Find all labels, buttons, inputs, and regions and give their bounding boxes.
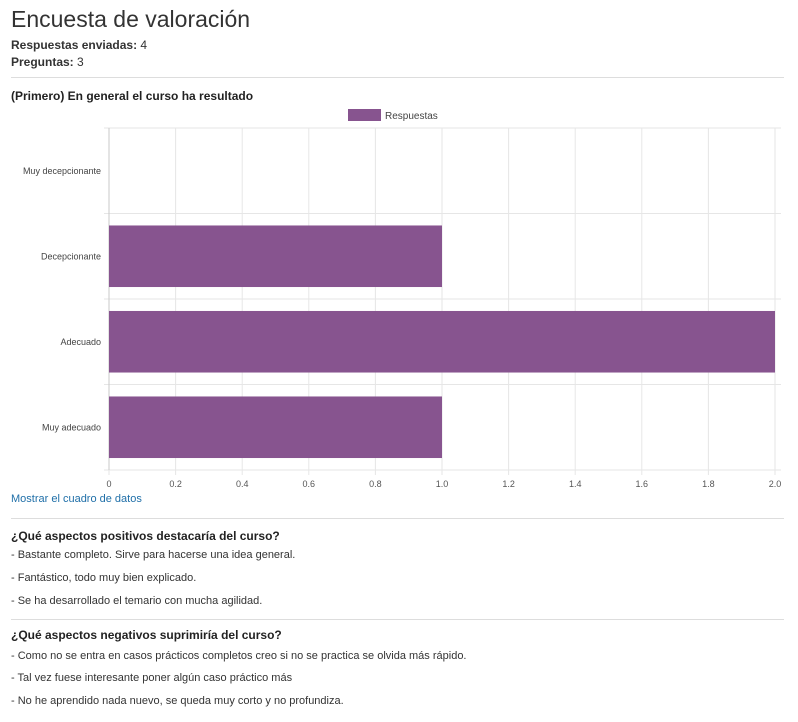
- x-tick-label: 1.2: [502, 479, 515, 489]
- bar: [109, 396, 442, 459]
- legend-label: Respuestas: [385, 111, 438, 122]
- answer-item: - Fantástico, todo muy bien explicado.: [11, 572, 197, 584]
- responses-bar-chart: Respuestas 0 0.2 0.4 0.6 0.8 1.0 1.2 1.4 1.6 1.8 2.…: [23, 109, 782, 489]
- question-1-title: (Primero) En general el curso ha resulta…: [11, 89, 254, 103]
- question-2-title: ¿Qué aspectos positivos destacaría del c…: [11, 529, 280, 543]
- x-tick-label: 1.6: [636, 479, 649, 489]
- answer-item: - Como no se entra en casos prácticos co…: [11, 650, 467, 662]
- divider: [11, 518, 784, 519]
- divider: [11, 77, 784, 78]
- bar: [109, 225, 442, 288]
- x-tick-label: 0: [106, 479, 111, 489]
- answer-item: - No he aprendido nada nuevo, se queda m…: [11, 695, 344, 707]
- divider: [11, 619, 784, 620]
- x-tick-label: 0.2: [169, 479, 182, 489]
- answer-item: - Se ha desarrollado el temario con much…: [11, 595, 263, 607]
- bar: [109, 310, 775, 373]
- page-title: Encuesta de valoración: [11, 6, 251, 32]
- x-tick-label: 0.6: [303, 479, 316, 489]
- questions-count: Preguntas: 3: [11, 55, 84, 69]
- x-tick-label: 0.4: [236, 479, 249, 489]
- questions-label: Preguntas:: [11, 55, 74, 69]
- answer-item: - Bastante completo. Sirve para hacerse …: [11, 549, 296, 561]
- legend-swatch: [348, 109, 381, 121]
- category-label: Adecuado: [60, 337, 101, 347]
- x-tick-label: 1.8: [702, 479, 715, 489]
- questions-value: 3: [77, 55, 84, 69]
- answer-item: - Tal vez fuese interesante poner algún …: [11, 672, 293, 684]
- x-tick-label: 1.4: [569, 479, 582, 489]
- x-tick-label: 1.0: [436, 479, 449, 489]
- category-label: Muy adecuado: [42, 422, 101, 432]
- x-tick-label: 2.0: [769, 479, 782, 489]
- category-label: Muy decepcionante: [23, 166, 101, 176]
- x-tick-label: 0.8: [369, 479, 382, 489]
- responses-count: Respuestas enviadas: 4: [11, 38, 147, 52]
- responses-label: Respuestas enviadas:: [11, 38, 138, 52]
- question-3-title: ¿Qué aspectos negativos suprimiría del c…: [11, 628, 282, 642]
- category-label: Decepcionante: [41, 251, 101, 261]
- responses-value: 4: [140, 38, 148, 52]
- show-data-table-link[interactable]: Mostrar el cuadro de datos: [11, 493, 142, 505]
